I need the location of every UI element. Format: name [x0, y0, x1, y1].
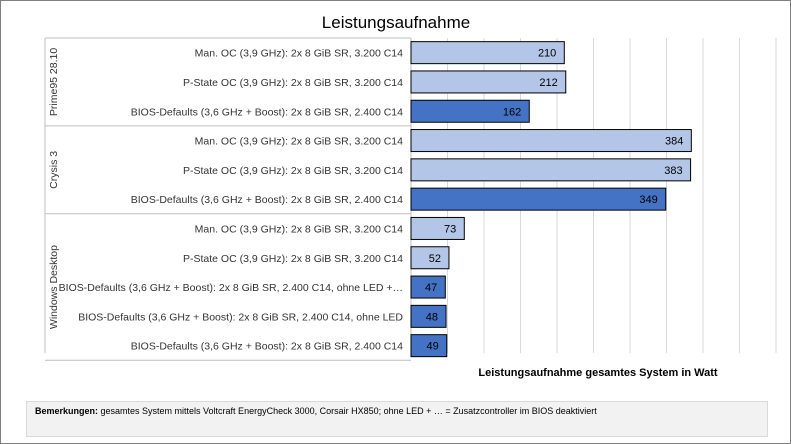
value-label: 52: [429, 253, 441, 265]
bar: [410, 304, 447, 328]
category-label: BIOS-Defaults (3,6 GHz + Boost): 2x 8 Gi…: [131, 194, 403, 206]
group-axis: Prime95 28.10 Crysis 3 Windows Desktop: [44, 37, 412, 361]
group-label: Windows Desktop: [48, 245, 60, 329]
value-label: 47: [425, 282, 437, 294]
category-label: BIOS-Defaults (3,6 GHz + Boost): 2x 8 Gi…: [131, 341, 403, 353]
value-label: 49: [427, 341, 439, 353]
category-label: Man. OC (3,9 GHz): 2x 8 GiB SR, 3.200 C1…: [195, 223, 403, 235]
value-label: 383: [664, 165, 682, 177]
value-label: 212: [539, 77, 557, 89]
category-label: P-State OC (3,9 GHz): 2x 8 GiB SR, 3.200…: [183, 77, 403, 89]
chart-title: Leistungsaufnahme: [322, 13, 470, 32]
notes-text: gesamtes System mittels Voltcraft Energy…: [98, 406, 597, 416]
value-label: 73: [444, 223, 456, 235]
bar: [410, 275, 446, 299]
bar: [410, 334, 448, 358]
category-label: Man. OC (3,9 GHz): 2x 8 GiB SR, 3.200 C1…: [195, 136, 403, 148]
category-label: P-State OC (3,9 GHz): 2x 8 GiB SR, 3.200…: [183, 253, 403, 265]
value-label: 349: [639, 194, 657, 206]
bar: [410, 187, 667, 211]
bar: [410, 216, 465, 240]
x-axis-label: Leistungsaufnahme gesamtes System in Wat…: [478, 367, 718, 379]
category-label: BIOS-Defaults (3,6 GHz + Boost): 2x 8 Gi…: [78, 311, 403, 323]
category-label: BIOS-Defaults (3,6 GHz + Boost): 2x 8 Gi…: [59, 282, 403, 294]
group-label: Crysis 3: [48, 151, 60, 189]
notes-box: Bemerkungen: gesamtes System mittels Vol…: [26, 401, 768, 437]
value-label: 384: [665, 136, 683, 148]
value-label: 48: [426, 311, 438, 323]
category-label: BIOS-Defaults (3,6 GHz + Boost): 2x 8 Gi…: [131, 106, 403, 118]
value-label: 210: [538, 48, 556, 60]
category-label: P-State OC (3,9 GHz): 2x 8 GiB SR, 3.200…: [183, 165, 403, 177]
bar: [410, 129, 692, 153]
value-label: 162: [503, 106, 521, 118]
bar: [410, 246, 450, 270]
group-label: Prime95 28.10: [48, 48, 60, 116]
category-label: Man. OC (3,9 GHz): 2x 8 GiB SR, 3.200 C1…: [195, 48, 403, 60]
bar: [410, 41, 565, 65]
bar: [410, 158, 692, 182]
bar: [410, 99, 530, 123]
bar-chart: Leistungsaufnahme Prime95 28.10 Crysis 3 W…: [44, 13, 777, 379]
notes-label: Bemerkungen:: [35, 406, 99, 416]
bars: Man. OC (3,9 GHz): 2x 8 GiB SR, 3.200 C1…: [59, 41, 692, 358]
bar: [410, 70, 567, 94]
